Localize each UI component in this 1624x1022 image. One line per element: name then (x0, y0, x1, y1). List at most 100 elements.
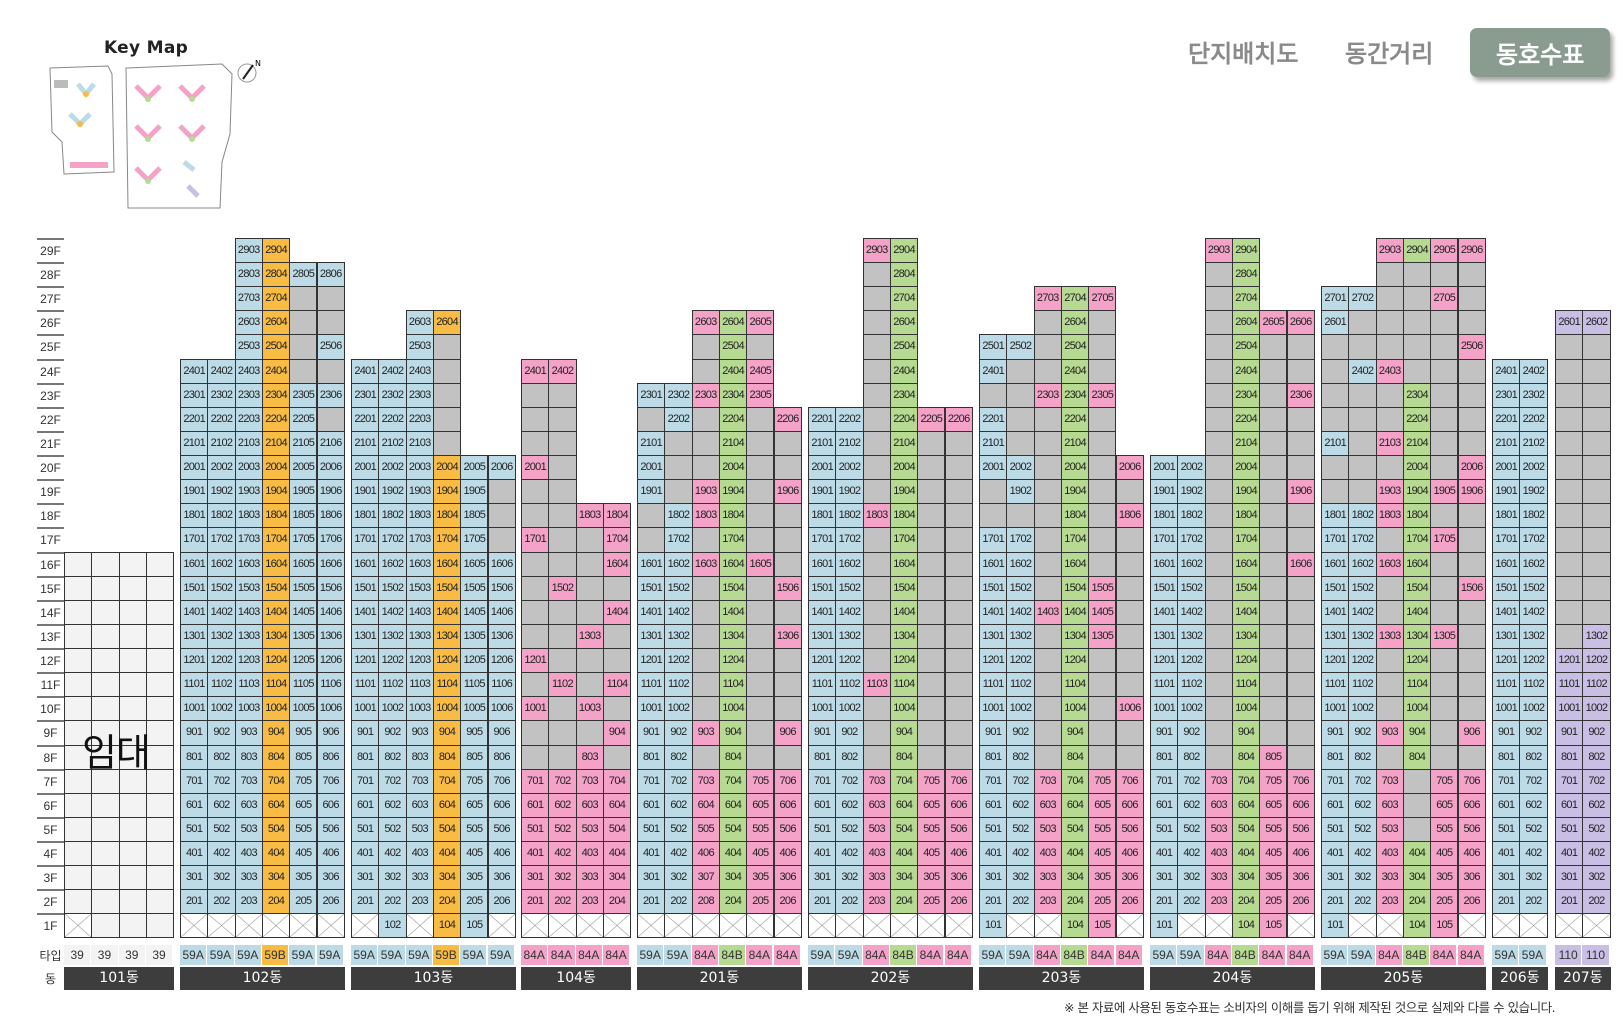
unit-cell[interactable]: 1201 (1150, 648, 1179, 674)
unit-cell[interactable]: 305 (917, 865, 946, 891)
unit-cell[interactable]: 505 (1259, 816, 1288, 842)
unit-cell[interactable]: 203 (1204, 889, 1233, 915)
unit-cell[interactable]: 2501 (979, 334, 1008, 360)
unit-cell[interactable]: 2306 (316, 382, 345, 408)
unit-cell[interactable]: 201 (979, 889, 1008, 915)
unit-cell[interactable]: 1102 (548, 672, 577, 698)
unit-cell[interactable]: 501 (521, 816, 550, 842)
unit-cell[interactable]: 406 (691, 841, 720, 867)
unit-cell[interactable]: 1104 (602, 672, 632, 698)
unit-cell[interactable]: 101 (979, 913, 1008, 939)
unit-cell[interactable]: 1804 (1060, 503, 1090, 529)
unit-cell[interactable]: 1001 (1150, 696, 1179, 722)
unit-cell[interactable]: 1901 (351, 479, 380, 505)
unit-cell[interactable]: 1202 (1177, 648, 1206, 674)
unit-cell[interactable]: 703 (1204, 768, 1233, 794)
unit-cell[interactable]: 304 (432, 865, 462, 891)
unit-cell[interactable]: 902 (1582, 720, 1611, 746)
unit-cell[interactable]: 1902 (1519, 479, 1548, 505)
unit-cell[interactable]: 1304 (261, 623, 291, 650)
unit-cell[interactable]: 403 (405, 841, 434, 867)
unit-cell[interactable]: 1201 (180, 648, 209, 674)
unit-cell[interactable]: 1101 (1555, 672, 1584, 698)
unit-cell[interactable]: 1102 (1582, 672, 1611, 698)
unit-cell[interactable]: 604 (261, 792, 291, 818)
unit-cell[interactable]: 2403 (405, 358, 434, 384)
unit-cell[interactable]: 201 (1492, 889, 1521, 915)
unit-cell[interactable]: 1604 (432, 551, 462, 577)
unit-cell[interactable]: 2204 (889, 406, 919, 432)
unit-cell[interactable]: 2604 (432, 310, 462, 336)
unit-cell[interactable]: 1502 (378, 575, 407, 601)
unit-cell[interactable]: 1301 (1150, 623, 1179, 650)
unit-cell[interactable]: 2404 (889, 358, 919, 384)
unit-cell[interactable]: 2302 (664, 382, 693, 408)
unit-cell[interactable]: 404 (889, 841, 919, 867)
unit-cell[interactable]: 2305 (1088, 382, 1117, 408)
unit-cell[interactable]: 2402 (1519, 358, 1548, 384)
unit-cell[interactable]: 804 (1060, 744, 1090, 770)
unit-cell[interactable]: 104 (432, 913, 462, 939)
unit-cell[interactable]: 1502 (207, 575, 236, 601)
unit-cell[interactable]: 1104 (1060, 672, 1090, 698)
unit-cell[interactable]: 901 (180, 720, 209, 746)
unit-cell[interactable]: 1801 (351, 503, 380, 529)
building-name[interactable]: 102동 (180, 967, 345, 990)
unit-cell[interactable]: 1801 (1321, 503, 1350, 529)
unit-cell[interactable]: 601 (521, 792, 550, 818)
unit-cell[interactable]: 2303 (405, 382, 434, 408)
unit-cell[interactable]: 2601 (1555, 310, 1584, 336)
unit-cell[interactable]: 1204 (1060, 648, 1090, 674)
unit-cell[interactable]: 1302 (1582, 623, 1611, 650)
unit-cell[interactable]: 1001 (1492, 696, 1521, 722)
unit-cell[interactable]: 1504 (432, 575, 462, 601)
unit-cell[interactable]: 306 (1115, 865, 1144, 891)
unit-cell[interactable]: 606 (487, 792, 516, 818)
unit-cell[interactable]: 1704 (1231, 527, 1261, 553)
unit-cell[interactable]: 1302 (1348, 623, 1377, 650)
unit-cell[interactable]: 805 (289, 744, 318, 770)
unit-cell[interactable]: 2104 (261, 430, 291, 457)
unit-cell[interactable]: 2804 (889, 262, 919, 288)
unit-cell[interactable]: 1302 (1519, 623, 1548, 650)
unit-cell[interactable]: 1701 (180, 527, 209, 553)
unit-cell[interactable]: 1802 (1519, 503, 1548, 529)
unit-cell[interactable]: 1105 (460, 672, 489, 698)
unit-cell[interactable]: 701 (1555, 768, 1584, 794)
unit-cell[interactable]: 902 (664, 720, 693, 746)
unit-cell[interactable]: 104 (1402, 913, 1432, 939)
unit-cell[interactable]: 1103 (234, 672, 263, 698)
unit-cell[interactable]: 305 (1259, 865, 1288, 891)
unit-cell[interactable]: 702 (835, 768, 864, 794)
unit-cell[interactable]: 104 (1231, 913, 1261, 939)
unit-cell[interactable]: 1404 (1231, 599, 1261, 625)
unit-cell[interactable]: 901 (1150, 720, 1179, 746)
building-name[interactable]: 103동 (351, 967, 516, 990)
unit-cell[interactable]: 504 (718, 816, 748, 842)
unit-cell[interactable]: 2603 (234, 310, 263, 336)
unit-cell[interactable]: 303 (234, 865, 263, 891)
unit-cell[interactable]: 1304 (1060, 623, 1090, 650)
unit-cell[interactable]: 504 (602, 816, 632, 842)
unit-cell[interactable]: 1403 (234, 599, 263, 625)
unit-cell[interactable]: 1904 (718, 479, 748, 505)
unit-cell[interactable]: 1002 (835, 696, 864, 722)
unit-cell[interactable]: 802 (1348, 744, 1377, 770)
unit-cell[interactable]: 1703 (405, 527, 434, 553)
unit-cell[interactable]: 203 (234, 889, 263, 915)
unit-cell[interactable]: 906 (487, 720, 516, 746)
unit-cell[interactable]: 403 (234, 841, 263, 867)
unit-cell[interactable]: 804 (718, 744, 748, 770)
unit-cell[interactable]: 1702 (1348, 527, 1377, 553)
unit-cell[interactable]: 2304 (718, 382, 748, 408)
unit-cell[interactable]: 1004 (1060, 696, 1090, 722)
unit-cell[interactable]: 1501 (637, 575, 666, 601)
unit-cell[interactable]: 402 (378, 841, 407, 867)
unit-cell[interactable]: 301 (808, 865, 837, 891)
unit-cell[interactable]: 1404 (1060, 599, 1090, 625)
unit-cell[interactable]: 1002 (664, 696, 693, 722)
unit-cell[interactable]: 503 (575, 816, 604, 842)
unit-cell[interactable]: 1905 (1430, 479, 1459, 505)
unit-cell[interactable]: 502 (835, 816, 864, 842)
unit-cell[interactable]: 206 (316, 889, 345, 915)
